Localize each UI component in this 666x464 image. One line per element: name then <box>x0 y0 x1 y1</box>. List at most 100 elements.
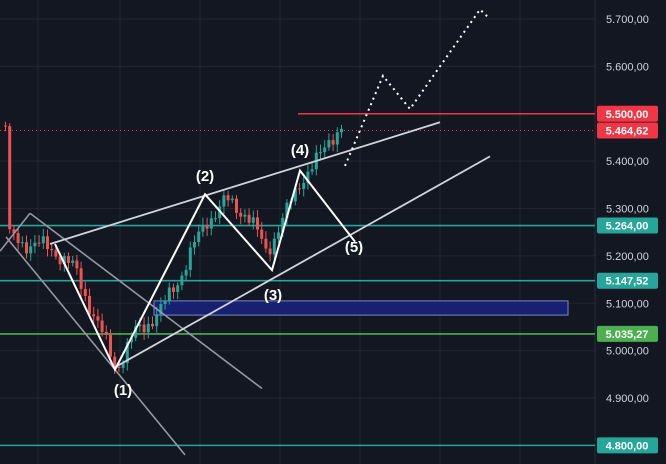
candle-body <box>197 231 201 243</box>
wave-label-3: (3) <box>264 287 282 304</box>
candle-body <box>235 198 238 213</box>
candle-body <box>340 128 343 133</box>
price-badge <box>597 272 658 289</box>
y-tick-label: 5.000,00 <box>606 346 649 358</box>
candle-body <box>180 275 184 286</box>
candle-body <box>96 316 100 321</box>
candle-body <box>159 303 163 315</box>
y-tick-label: 5.600,00 <box>606 61 649 73</box>
candle-body <box>163 300 167 304</box>
candle-body <box>71 260 75 263</box>
candle-body <box>8 126 12 230</box>
candle-body <box>176 285 180 292</box>
price-badge <box>597 325 658 342</box>
channel-line-upper <box>0 212 31 252</box>
candle-body <box>319 152 322 154</box>
channel-line-lower <box>5 236 186 456</box>
y-tick-label: 4.900,00 <box>606 393 649 405</box>
candle-body <box>41 236 45 244</box>
supply-demand-zone <box>153 300 569 316</box>
candle-body <box>272 238 276 255</box>
candle-body <box>125 342 129 364</box>
candle-body <box>323 147 327 153</box>
candle-body <box>260 229 264 239</box>
candle-body <box>285 202 289 218</box>
price-badge-label: 5.464,62 <box>606 126 649 138</box>
wave-label-5: (5) <box>345 239 363 256</box>
candle-body <box>230 198 234 201</box>
candle-body <box>205 225 209 229</box>
wedge-line-upper <box>49 121 441 245</box>
price-badge-label: 5.264,00 <box>606 221 649 233</box>
candle-body <box>138 324 142 327</box>
candle-body <box>142 324 146 333</box>
candle-body <box>134 326 138 338</box>
candle-body <box>146 323 150 333</box>
candle-body <box>33 242 37 247</box>
y-tick-label: 5.700,00 <box>606 14 649 26</box>
channel-line-descending <box>29 212 263 390</box>
candle-body <box>83 288 87 296</box>
candle-body <box>104 331 108 335</box>
y-tick-label: 5.300,00 <box>606 204 649 216</box>
candle-body <box>201 225 205 232</box>
candle-body <box>247 214 251 223</box>
y-tick-label: 5.200,00 <box>606 251 649 263</box>
candle-body <box>188 247 192 270</box>
y-tick-label: 5.400,00 <box>606 156 649 168</box>
candle-body <box>58 256 62 265</box>
price-badge <box>597 105 658 122</box>
price-badge <box>597 217 658 234</box>
wave-label-1: (1) <box>114 382 132 399</box>
candle-body <box>100 320 104 332</box>
candle-body <box>298 188 301 190</box>
price-badge-label: 5.035,27 <box>606 329 649 341</box>
candle-body <box>117 366 121 368</box>
candle-body <box>67 255 70 263</box>
candle-body <box>331 140 335 145</box>
candle-body <box>293 188 297 202</box>
candle-body <box>88 295 91 315</box>
candle-body <box>12 229 16 234</box>
candle-body <box>4 125 7 127</box>
candle-body <box>75 260 79 269</box>
candle-body <box>113 356 117 367</box>
wave-label-4: (4) <box>291 142 309 159</box>
candle-body <box>277 232 280 239</box>
candle-body <box>310 169 314 172</box>
candle-body <box>256 217 259 230</box>
candle-body <box>193 242 196 248</box>
candle-body <box>264 238 268 249</box>
price-badge-label: 4.800,00 <box>606 440 649 452</box>
candle-body <box>25 242 28 254</box>
candle-body <box>243 214 247 217</box>
candle-body <box>155 314 159 327</box>
candle-body <box>302 182 306 189</box>
y-tick-label: 5.100,00 <box>606 298 649 310</box>
candle-body <box>214 218 217 220</box>
candle-body <box>29 246 33 254</box>
candle-body <box>130 337 133 343</box>
candle-body <box>239 212 243 217</box>
candle-body <box>62 255 66 265</box>
candle-body <box>251 217 255 223</box>
candle-body <box>50 248 54 251</box>
price-badge-label: 5.500,00 <box>606 109 649 121</box>
candle-body <box>335 132 339 145</box>
candle-body <box>20 242 24 244</box>
candle-body <box>37 242 41 244</box>
candle-body <box>184 269 188 276</box>
candle-body <box>327 140 331 148</box>
candle-body <box>16 233 20 244</box>
candle-body <box>222 195 226 207</box>
wave-label-2: (2) <box>196 168 214 185</box>
candle-body <box>209 218 213 229</box>
candle-body <box>92 314 96 317</box>
candle-body <box>226 195 230 201</box>
candle-body <box>121 363 125 368</box>
candle-body <box>79 268 83 289</box>
candle-body <box>151 323 154 327</box>
